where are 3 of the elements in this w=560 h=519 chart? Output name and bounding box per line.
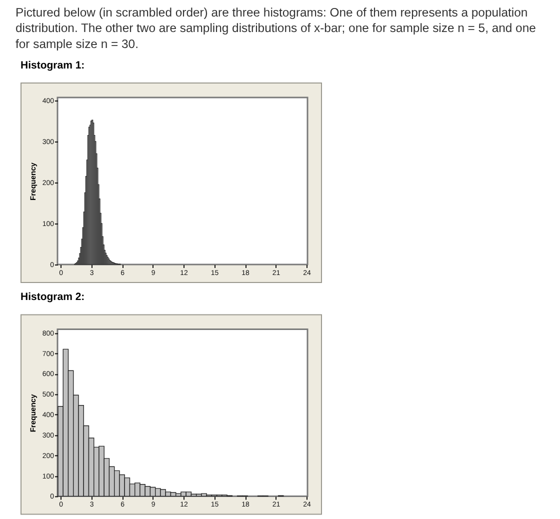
chart-title: Histogram 1: [20,60,85,72]
chart-title: Histogram 2: [20,291,85,304]
text: Pictured below (in scrambled order) are three histograms: One of them represents a population distribution. The other two are sampling distributions of x-bar; one for sample size n = 5, and one for sample size n = 30. [16,5,536,51]
